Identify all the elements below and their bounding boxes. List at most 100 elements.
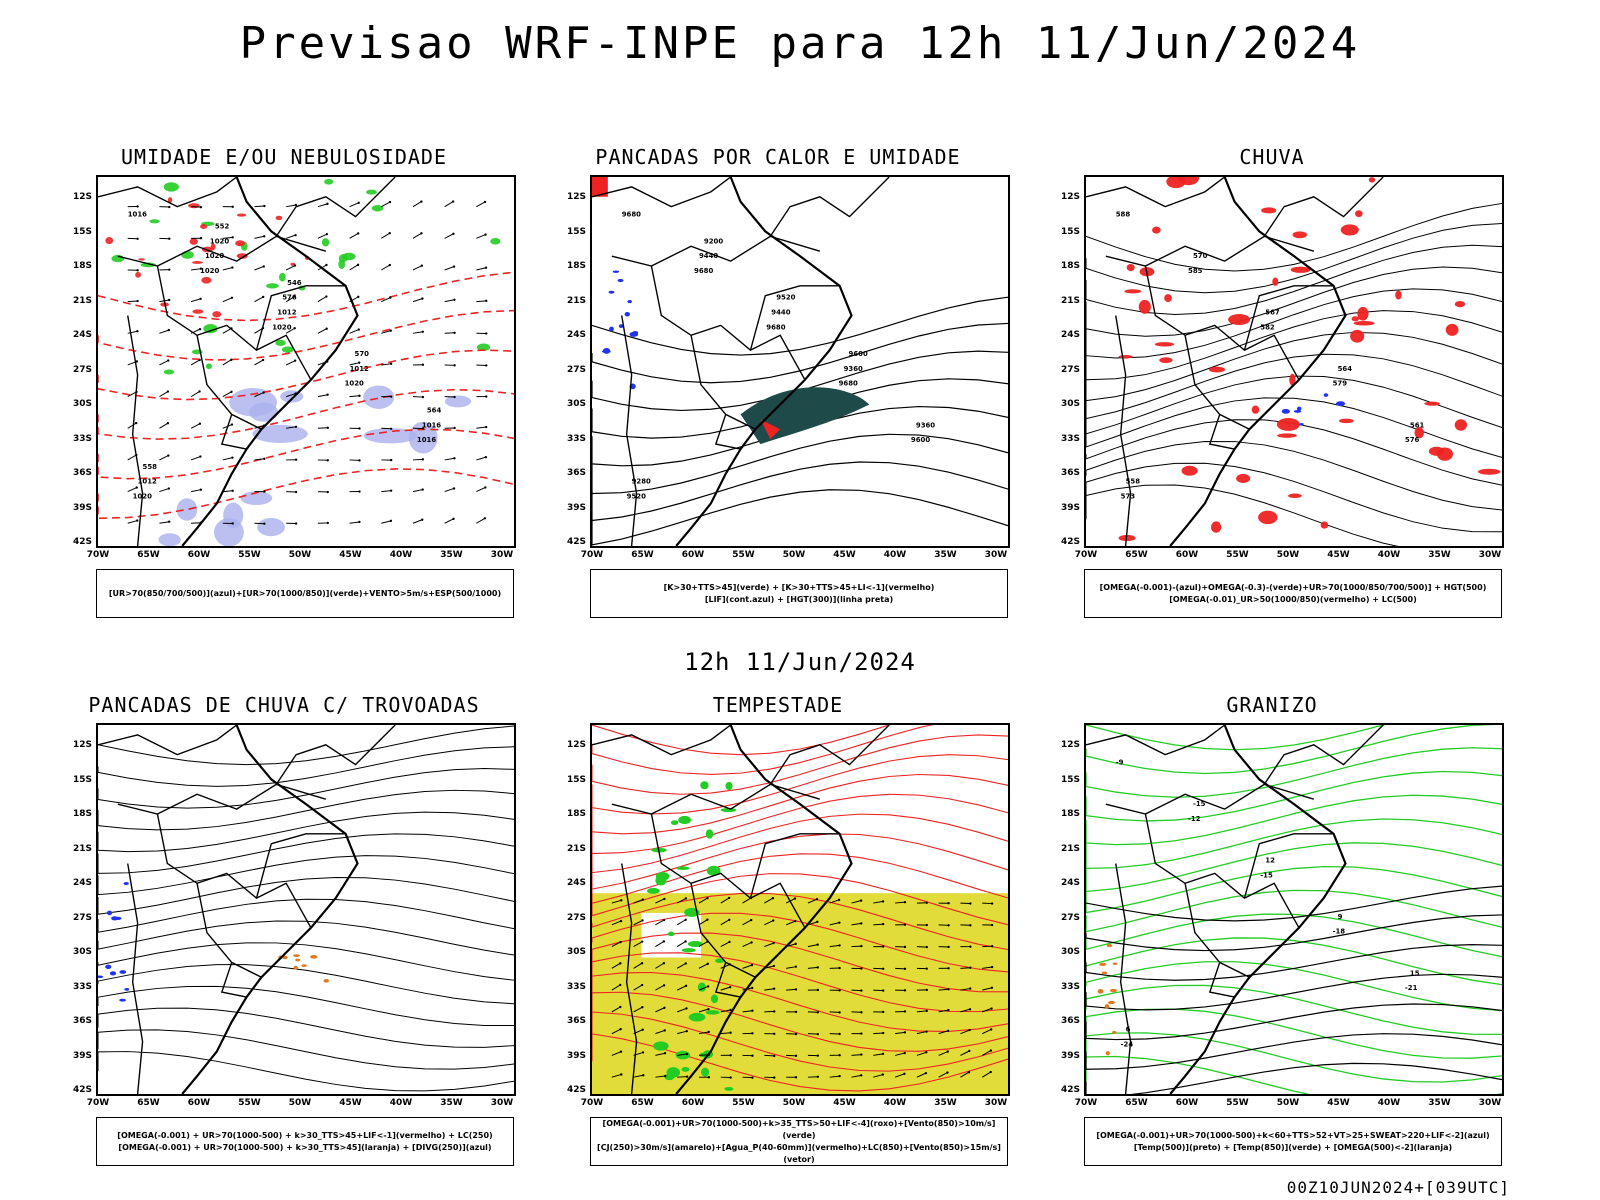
wind-vector	[742, 897, 752, 904]
wind-vector-head	[882, 989, 885, 992]
lon-tick-label: 70W	[86, 1098, 110, 1108]
contour-line	[1086, 375, 1502, 435]
contour-label: 552	[215, 222, 230, 230]
wind-vector-head	[815, 897, 819, 901]
wind-vector	[873, 900, 884, 904]
contour-line	[98, 309, 514, 361]
wind-vector	[317, 203, 328, 208]
wind-vector	[159, 521, 170, 524]
wind-vector-head	[794, 1032, 798, 1036]
contour-label: 579	[1333, 380, 1348, 388]
wind-vector-head	[230, 358, 233, 361]
wind-vector	[895, 901, 905, 904]
wind-vector-head	[903, 945, 907, 949]
wind-vector-head	[794, 919, 797, 923]
wind-vector-head	[326, 202, 329, 206]
lat-tick-label: 27S	[72, 364, 92, 375]
legend-line: [OMEGA(-0.001)-(azul)+OMEGA(-0.3)-(verde…	[1099, 582, 1487, 592]
wind-vector	[829, 899, 840, 904]
panel-chuva: CHUVA 588 585 582 579 576 573 570 567 564 561 558 …	[1032, 145, 1512, 620]
lat-tick-label: 30S	[72, 947, 92, 957]
wind-vector-head	[389, 329, 393, 332]
country-border	[1115, 315, 1132, 546]
lat-tick-label: 21S	[1060, 295, 1080, 306]
country-border	[1243, 833, 1334, 899]
wind-vector-head	[773, 1032, 776, 1036]
wind-vector	[960, 967, 971, 969]
panel-legend: [UR>70(850/700/500)](azul)+[UR>70(1000/8…	[96, 569, 514, 618]
field-patch	[609, 326, 614, 332]
contour-line	[592, 833, 1008, 890]
contour-label: 1020	[210, 237, 229, 245]
field-patch	[192, 309, 204, 314]
wind-vector-head	[453, 364, 456, 367]
field-patch	[1368, 177, 1376, 183]
wind-vector	[349, 233, 359, 239]
field-patch	[720, 808, 737, 813]
wind-vector-head	[794, 988, 798, 991]
contour-label: 570	[355, 350, 370, 358]
wind-vector-head	[838, 966, 841, 970]
wind-vector	[851, 1054, 862, 1056]
lon-tick-label: 55W	[732, 550, 755, 560]
contour-line	[592, 296, 1008, 356]
country-border	[196, 335, 262, 430]
wind-vector-head	[903, 1031, 907, 1034]
field-patch	[1164, 294, 1172, 303]
wind-vector	[381, 264, 391, 271]
wind-vector-head	[199, 205, 203, 209]
field-patch	[1118, 354, 1133, 359]
lat-tick-label: 36S	[1060, 1016, 1080, 1026]
wind-vector	[476, 426, 487, 429]
wind-vector	[444, 518, 454, 524]
lon-tick-label: 70W	[580, 550, 604, 560]
contour-label: 12	[1265, 857, 1275, 865]
lon-tick-label: 35W	[934, 1098, 957, 1108]
wind-vector	[677, 1076, 688, 1078]
panel-legend: [OMEGA(-0.001)-(azul)+OMEGA(-0.3)-(verde…	[1084, 569, 1502, 618]
field-patch	[1338, 418, 1354, 424]
wind-vector-head	[816, 1032, 820, 1036]
lat-tick-label: 27S	[1060, 912, 1080, 923]
wind-vector-head	[619, 1027, 622, 1031]
country-border	[196, 883, 262, 978]
wind-vector	[829, 1075, 840, 1078]
wind-vector-head	[903, 1010, 907, 1013]
field-patch	[1353, 320, 1375, 326]
field-patch	[281, 346, 294, 353]
contour-line	[1086, 1032, 1502, 1083]
panel-title: CHUVA	[1239, 145, 1305, 169]
wind-vector-head	[136, 330, 139, 333]
wind-vector-head	[358, 427, 361, 430]
wind-vector	[476, 267, 487, 271]
contour-label: 9200	[704, 237, 723, 245]
contour-line	[592, 813, 1008, 874]
wind-vector	[633, 899, 644, 904]
field-patch	[1395, 290, 1402, 300]
contour-line	[1086, 484, 1399, 546]
wind-vector	[254, 235, 265, 239]
wind-vector	[317, 394, 328, 398]
contour-line	[98, 1051, 514, 1092]
wind-vector-head	[230, 296, 234, 299]
country-border	[220, 962, 247, 998]
wind-vector	[381, 297, 391, 303]
wind-vector-head	[263, 522, 266, 525]
field-patch	[1454, 419, 1468, 431]
country-border	[611, 235, 821, 267]
wind-vector-head	[663, 1029, 666, 1032]
lat-tick-label: 36S	[72, 1016, 92, 1026]
contour-line	[1086, 842, 1502, 893]
lon-tick-label: 50W	[1276, 1098, 1300, 1108]
wind-vector-head	[816, 920, 819, 924]
lon-tick-label: 45W	[833, 550, 856, 560]
wind-vector	[254, 458, 265, 461]
wind-vector	[222, 359, 232, 366]
wind-vector-head	[860, 1011, 863, 1014]
country-border	[1105, 783, 1315, 815]
wind-vector	[633, 1074, 644, 1078]
wind-vector	[677, 1030, 687, 1035]
legend-line: [OMEGA(-0.01)_UR>50(1000/850)(vermelho) …	[1169, 594, 1417, 604]
wind-vector	[254, 392, 264, 398]
wind-vector	[254, 425, 265, 429]
